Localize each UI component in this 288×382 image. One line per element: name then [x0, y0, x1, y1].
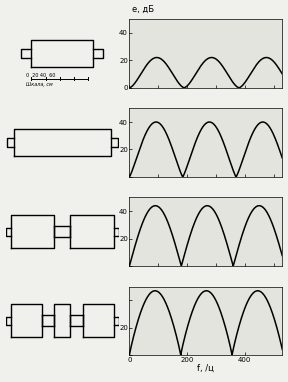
Text: Шкала, см: Шкала, см	[26, 82, 53, 87]
Text: e, дБ: e, дБ	[132, 5, 155, 14]
Text: 0  20 40  60: 0 20 40 60	[26, 73, 56, 78]
X-axis label: f, /ц: f, /ц	[197, 364, 214, 373]
